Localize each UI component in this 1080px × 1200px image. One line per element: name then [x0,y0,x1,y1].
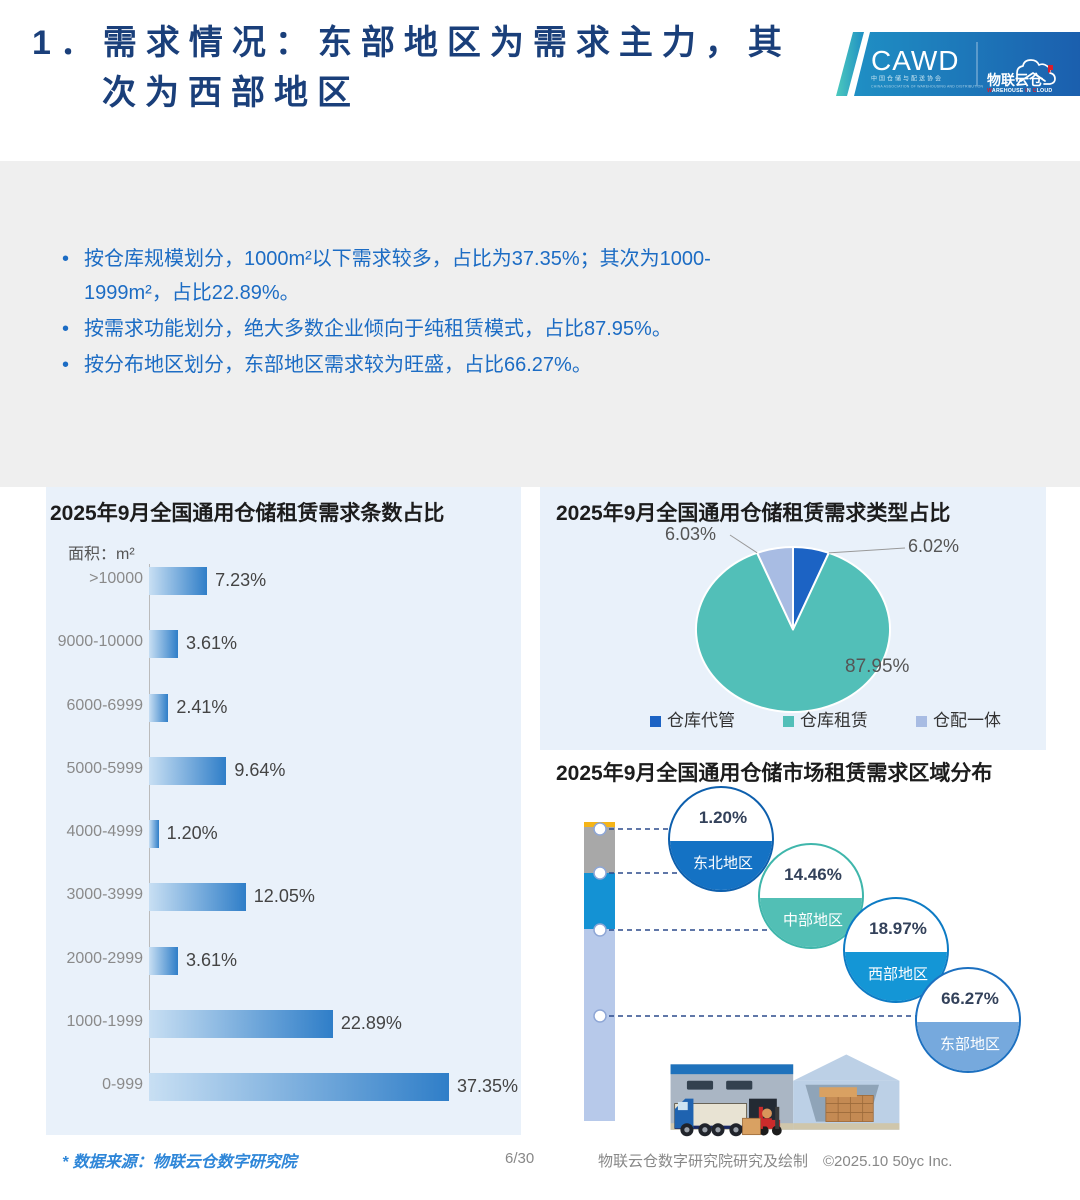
svg-text:物联云仓: 物联云仓 [987,72,1044,88]
svg-text:CHINA ASSOCIATION OF WAREHOUSI: CHINA ASSOCIATION OF WAREHOUSING AND DIS… [871,85,984,89]
svg-text:CAWD: CAWD [871,45,960,76]
svg-text:WAREHOUSE IN CLOUD: WAREHOUSE IN CLOUD [987,88,1052,94]
svg-text:中国仓储与配送协会: 中国仓储与配送协会 [871,75,943,83]
